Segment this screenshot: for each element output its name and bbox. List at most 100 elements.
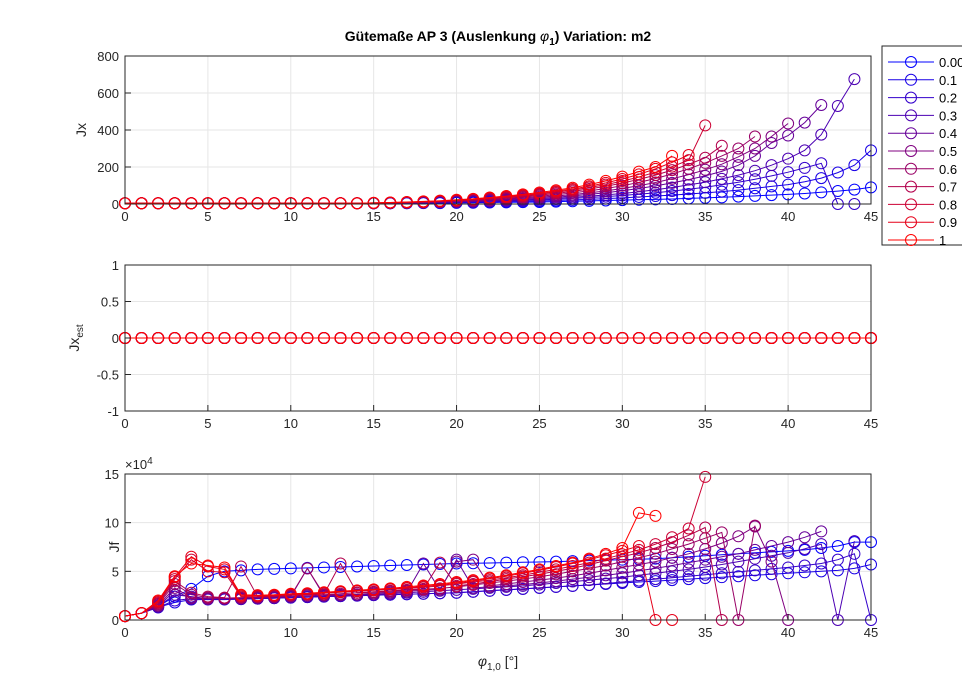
data-point <box>251 197 264 210</box>
legend-marker <box>905 56 917 68</box>
data-point <box>782 536 795 549</box>
data-point <box>201 559 214 572</box>
data-point <box>748 130 761 143</box>
data-point <box>732 547 745 560</box>
x-tick-label: 25 <box>532 209 546 224</box>
data-point <box>715 165 728 178</box>
data-point <box>185 550 198 563</box>
x-tick-label: 20 <box>449 209 463 224</box>
data-point <box>433 332 446 344</box>
data-point <box>516 188 529 201</box>
data-point <box>235 197 248 210</box>
legend-entry[interactable]: 0.001 <box>888 55 962 70</box>
data-point <box>815 128 828 141</box>
data-point <box>516 566 529 579</box>
legend-entry[interactable]: 0.7 <box>888 180 957 195</box>
data-point <box>699 521 712 534</box>
x-tick-label: 15 <box>366 209 380 224</box>
x-tick-label: 30 <box>615 625 629 640</box>
data-point <box>748 569 761 582</box>
data-point <box>666 531 679 544</box>
legend-entry[interactable]: 0.8 <box>888 197 957 212</box>
data-point <box>351 560 364 573</box>
data-point <box>798 144 811 157</box>
y-tick-label: 5 <box>112 564 119 579</box>
data-point <box>417 579 430 592</box>
data-point <box>334 557 347 570</box>
data-point <box>550 332 563 344</box>
data-point <box>682 529 695 542</box>
data-point <box>516 332 529 344</box>
x-tick-label: 5 <box>204 416 211 431</box>
legend-entry[interactable]: 1 <box>888 233 946 248</box>
data-point <box>666 542 679 555</box>
x-tick-label: 45 <box>864 625 878 640</box>
data-point <box>334 197 347 210</box>
data-point <box>765 136 778 149</box>
data-point <box>649 176 662 189</box>
data-point <box>583 178 596 191</box>
data-point <box>384 582 397 595</box>
data-point <box>848 535 861 548</box>
legend-entry[interactable]: 0.3 <box>888 108 957 123</box>
x-tick-label: 25 <box>532 625 546 640</box>
data-point <box>185 557 198 570</box>
data-point <box>599 559 612 572</box>
data-point <box>616 173 629 186</box>
data-point <box>666 176 679 189</box>
data-point <box>268 588 281 601</box>
data-point <box>815 99 828 112</box>
data-point <box>715 571 728 584</box>
data-point <box>715 526 728 539</box>
x-tick-label: 5 <box>204 209 211 224</box>
data-point <box>185 197 198 210</box>
data-point <box>632 506 645 519</box>
data-point <box>798 161 811 174</box>
series-1 <box>119 332 877 344</box>
x-tick-label: 5 <box>204 625 211 640</box>
legend-entry[interactable]: 0.6 <box>888 162 957 177</box>
legend-entry[interactable]: 0.4 <box>888 126 957 141</box>
legend-entry[interactable]: 0.2 <box>888 91 957 106</box>
y-tick-label: 400 <box>97 123 119 138</box>
legend-entry[interactable]: 0.5 <box>888 144 957 159</box>
data-point <box>632 168 645 181</box>
data-point <box>616 541 629 554</box>
data-point <box>649 538 662 551</box>
data-point <box>682 162 695 175</box>
data-point <box>815 557 828 570</box>
series-line <box>124 545 673 621</box>
data-point <box>351 197 364 210</box>
legend-entry[interactable]: 0.1 <box>888 73 957 88</box>
data-point <box>450 576 463 589</box>
legend-label: 0.1 <box>939 73 957 88</box>
data-point <box>450 193 463 206</box>
legend[interactable]: 0.001 0.1 0.2 0.3 0.4 0.5 0.6 0.7 0.8 0.9 1 <box>881 45 962 248</box>
x-tick-label: 10 <box>284 416 298 431</box>
series-1 <box>119 506 662 623</box>
axes-jxest: 0 5 10 15 20 25 30 35 40 45 -1 -0.5 0 0.5 1 Jxest <box>66 258 878 431</box>
data-point <box>649 541 662 554</box>
data-point <box>599 552 612 565</box>
data-point <box>185 586 198 599</box>
data-point <box>334 560 347 573</box>
x-tick-label: 35 <box>698 416 712 431</box>
x-tick-label: 0 <box>121 625 128 640</box>
data-point <box>732 159 745 172</box>
data-point <box>782 332 795 344</box>
legend-label: 0.5 <box>939 144 957 159</box>
data-point <box>599 577 612 590</box>
data-point <box>666 168 679 181</box>
data-point <box>566 332 579 344</box>
data-point <box>616 170 629 183</box>
y-tick-label: 0 <box>112 197 119 212</box>
y-tick-label: 600 <box>97 86 119 101</box>
legend-entries: 0.001 0.1 0.2 0.3 0.4 0.5 0.6 0.7 0.8 0.9 1 <box>888 55 962 248</box>
data-point <box>732 565 745 578</box>
legend-entry[interactable]: 0.9 <box>888 215 957 230</box>
axes-jx-ticks: 0 5 10 15 20 25 30 35 40 45 0 200 400 600 800 <box>97 49 878 224</box>
data-point <box>682 563 695 576</box>
y-tick-label: 10 <box>105 516 119 531</box>
legend-marker <box>905 145 917 157</box>
